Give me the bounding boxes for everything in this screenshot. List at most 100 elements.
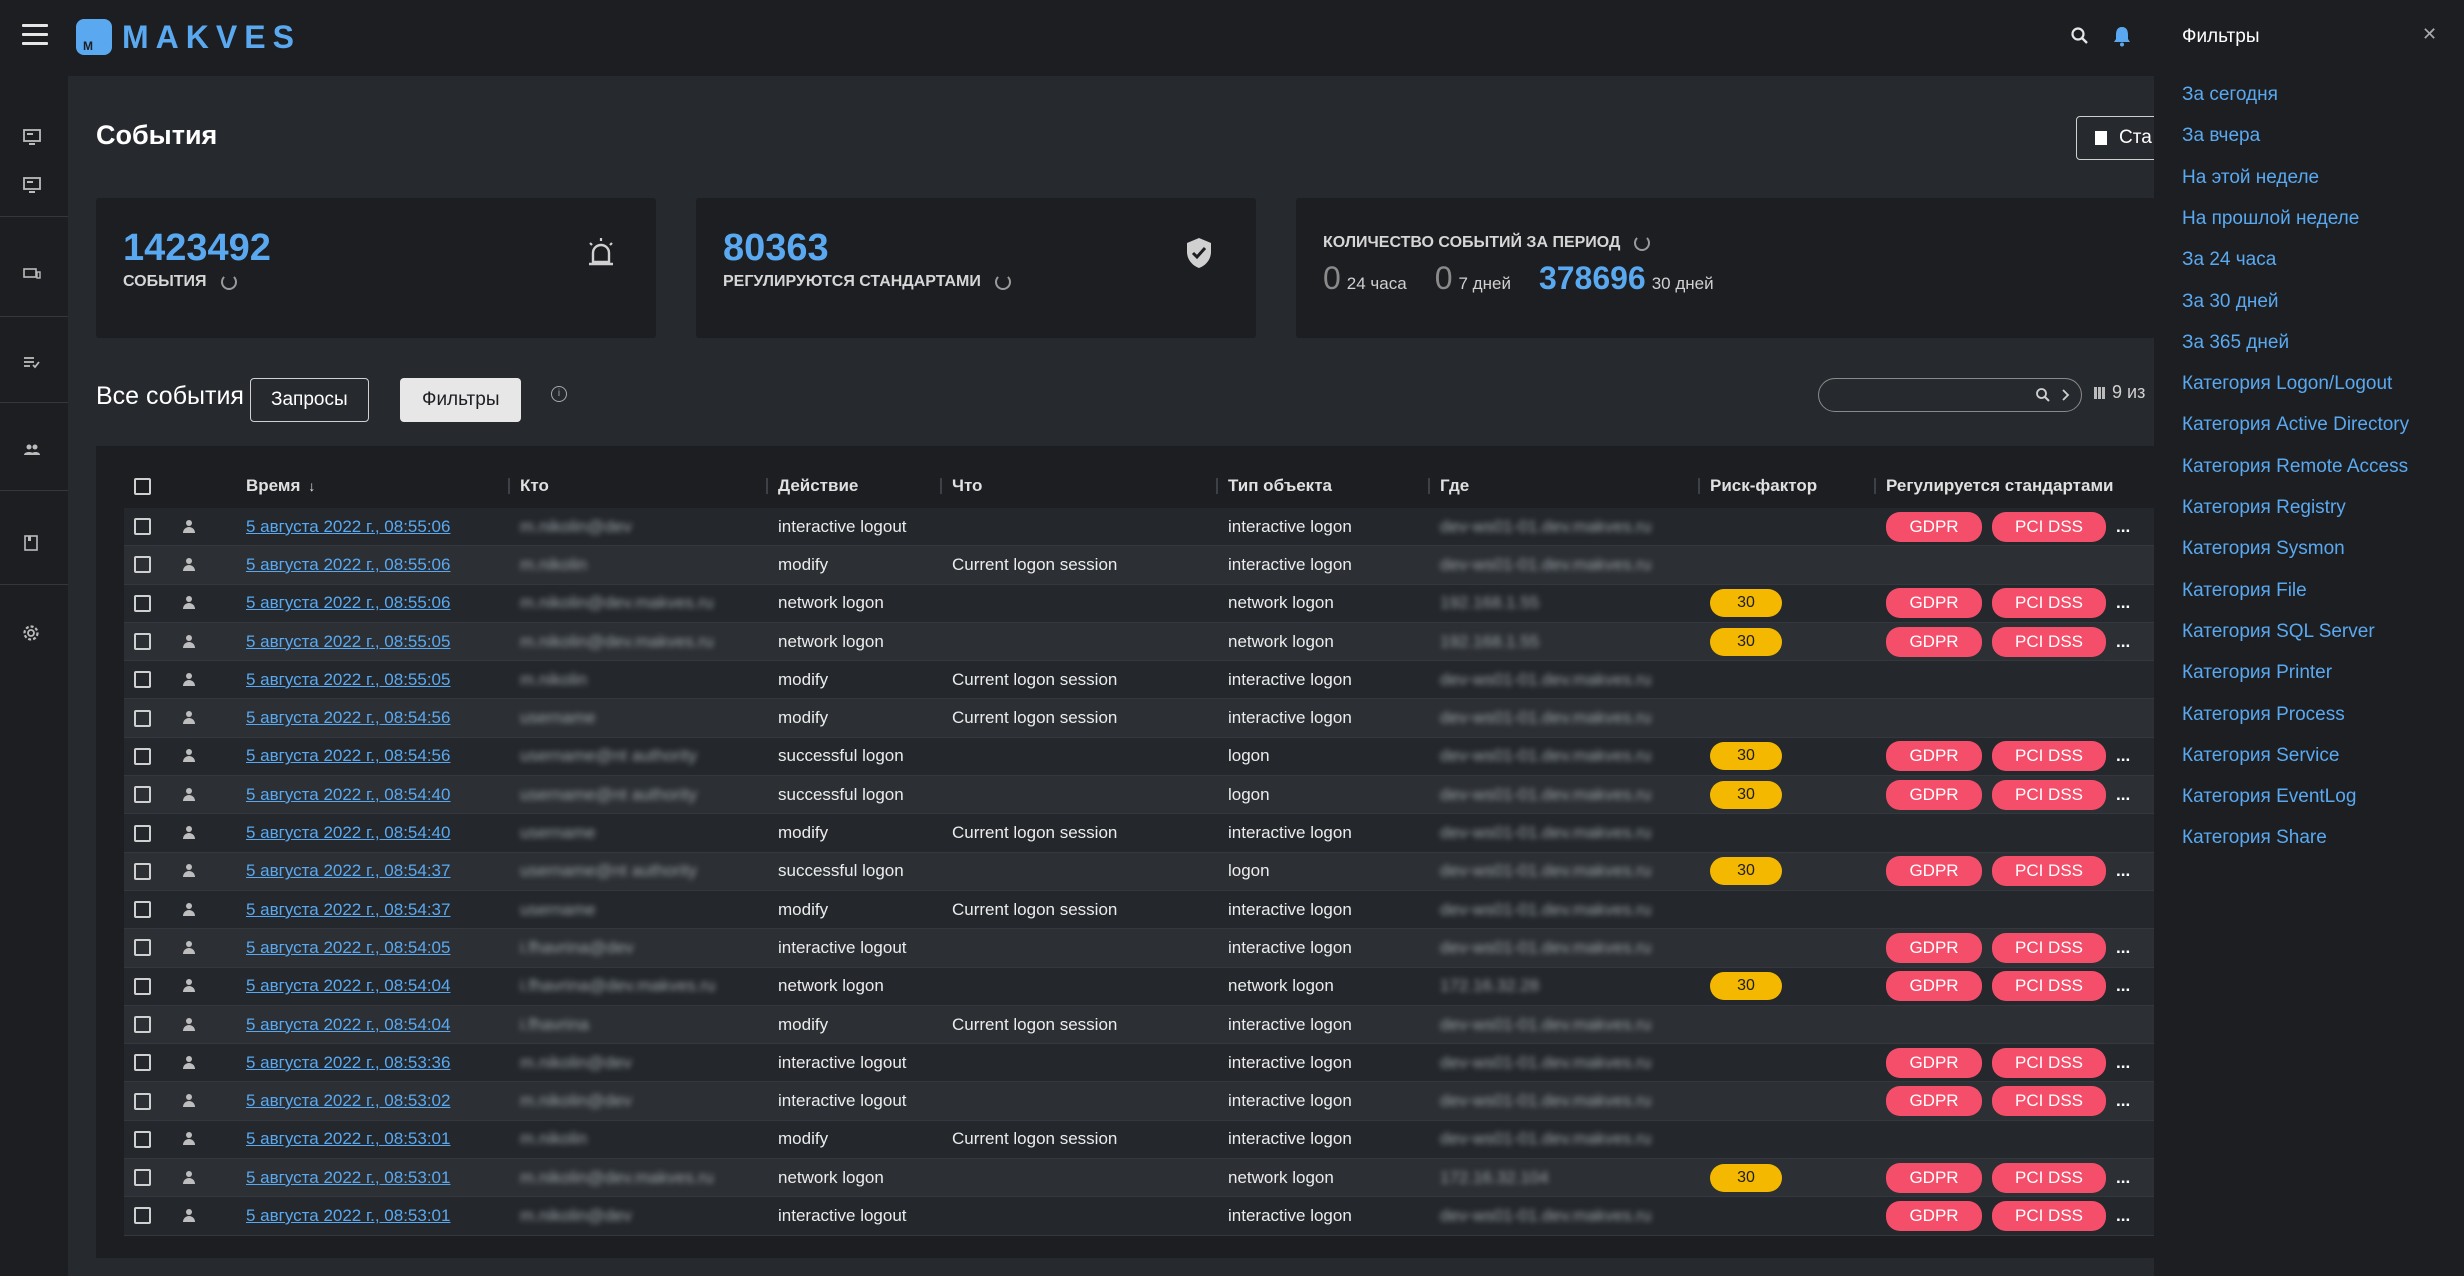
gdpr-badge[interactable]: GDPR <box>1886 511 1982 542</box>
pci-dss-badge[interactable]: PCI DSS <box>1992 971 2106 1002</box>
gdpr-badge[interactable]: GDPR <box>1886 856 1982 887</box>
filter-item[interactable]: Категория File <box>2182 579 2307 601</box>
gear-icon[interactable] <box>22 624 46 648</box>
pci-dss-badge[interactable]: PCI DSS <box>1992 511 2106 542</box>
pci-dss-badge[interactable]: PCI DSS <box>1992 1162 2106 1193</box>
columns-info[interactable]: 9 из <box>2094 382 2145 403</box>
filter-item[interactable]: Категория Remote Access <box>2182 455 2409 477</box>
row-checkbox[interactable] <box>134 709 151 727</box>
search-input[interactable] <box>1831 383 2035 409</box>
filter-item[interactable]: За 365 дней <box>2182 331 2290 353</box>
table-row[interactable]: 5 августа 2022 г., 08:55:05 m.nikolin@dev… <box>124 622 2154 662</box>
statistics-button[interactable]: Ста <box>2076 116 2196 160</box>
filter-item[interactable]: Категория EventLog <box>2182 786 2357 808</box>
pci-dss-badge[interactable]: PCI DSS <box>1992 856 2106 887</box>
refresh-icon[interactable] <box>220 274 237 290</box>
table-row[interactable]: 5 августа 2022 г., 08:54:04 i.fhavrina@de… <box>124 967 2154 1006</box>
refresh-icon[interactable] <box>1634 235 1651 251</box>
table-row[interactable]: 5 августа 2022 г., 08:53:01 m.nikolin modi… <box>124 1120 2154 1160</box>
row-checkbox[interactable] <box>134 977 151 995</box>
gdpr-badge[interactable]: GDPR <box>1886 779 1982 810</box>
table-row[interactable]: 5 августа 2022 г., 08:54:40 username@nt a… <box>124 776 2154 815</box>
column-header-where[interactable]: Где <box>1430 468 1700 504</box>
column-header-time[interactable]: Время ↓ <box>236 468 510 504</box>
logo[interactable]: MAKVES <box>76 19 301 55</box>
pci-dss-badge[interactable]: PCI DSS <box>1992 741 2106 772</box>
table-row[interactable]: 5 августа 2022 г., 08:55:06 m.nikolin modi… <box>124 546 2154 585</box>
pci-dss-badge[interactable]: PCI DSS <box>1992 932 2106 963</box>
event-time-link[interactable]: 5 августа 2022 г., 08:53:02 <box>246 1091 451 1111</box>
row-checkbox[interactable] <box>134 594 151 612</box>
pci-dss-badge[interactable]: PCI DSS <box>1992 588 2106 619</box>
close-icon[interactable]: ✕ <box>2422 24 2438 44</box>
filter-item[interactable]: Категория Service <box>2182 744 2340 766</box>
filter-item[interactable]: Категория Registry <box>2182 497 2346 518</box>
more-standards-icon[interactable]: ... <box>2116 784 2131 804</box>
monitor-icon[interactable] <box>22 128 46 152</box>
event-time-link[interactable]: 5 августа 2022 г., 08:55:06 <box>246 516 451 536</box>
more-standards-icon[interactable]: ... <box>2116 861 2131 881</box>
row-checkbox[interactable] <box>134 633 151 651</box>
sort-arrow-icon[interactable]: ↓ <box>308 478 316 494</box>
event-time-link[interactable]: 5 августа 2022 г., 08:53:36 <box>246 1052 451 1072</box>
refresh-icon[interactable] <box>994 274 1011 290</box>
more-standards-icon[interactable]: ... <box>2116 1205 2131 1225</box>
filter-item[interactable]: За 30 дней <box>2182 290 2279 312</box>
row-checkbox[interactable] <box>134 786 151 804</box>
gdpr-badge[interactable]: GDPR <box>1886 626 1982 657</box>
more-standards-icon[interactable]: ... <box>2116 937 2131 957</box>
row-checkbox[interactable] <box>134 518 151 536</box>
gdpr-badge[interactable]: GDPR <box>1886 741 1982 772</box>
column-header-who[interactable]: Кто <box>510 468 768 504</box>
filter-item[interactable]: Категория Sysmon <box>2182 538 2345 560</box>
table-row[interactable]: 5 августа 2022 г., 08:54:56 username@nt a… <box>124 737 2154 777</box>
row-checkbox[interactable] <box>134 556 151 574</box>
table-row[interactable]: 5 августа 2022 г., 08:54:37 username@nt a… <box>124 852 2154 891</box>
pci-dss-badge[interactable]: PCI DSS <box>1992 1200 2106 1231</box>
event-time-link[interactable]: 5 августа 2022 г., 08:53:01 <box>246 1129 451 1149</box>
filter-item[interactable]: Категория Active Directory <box>2182 414 2410 436</box>
users-icon[interactable] <box>22 442 46 466</box>
queries-button[interactable]: Запросы <box>250 378 369 422</box>
gdpr-badge[interactable]: GDPR <box>1886 1086 1982 1117</box>
event-time-link[interactable]: 5 августа 2022 г., 08:54:40 <box>246 823 451 843</box>
filters-button[interactable]: Фильтры <box>400 378 522 422</box>
table-row[interactable]: 5 августа 2022 г., 08:54:56 username modif… <box>124 699 2154 738</box>
search-icon[interactable] <box>2035 387 2051 403</box>
filter-item[interactable]: Категория Printer <box>2182 662 2333 684</box>
more-standards-icon[interactable]: ... <box>2116 516 2131 536</box>
event-time-link[interactable]: 5 августа 2022 г., 08:54:37 <box>246 899 451 919</box>
row-checkbox[interactable] <box>134 939 151 957</box>
table-row[interactable]: 5 августа 2022 г., 08:55:05 m.nikolin modi… <box>124 661 2154 700</box>
filter-item[interactable]: Категория SQL Server <box>2182 620 2375 642</box>
pci-dss-badge[interactable]: PCI DSS <box>1992 1047 2106 1078</box>
filter-item[interactable]: За сегодня <box>2182 84 2278 105</box>
event-time-link[interactable]: 5 августа 2022 г., 08:53:01 <box>246 1205 451 1225</box>
gdpr-badge[interactable]: GDPR <box>1886 971 1982 1002</box>
table-row[interactable]: 5 августа 2022 г., 08:53:36 m.nikolin@dev… <box>124 1044 2154 1083</box>
filter-item[interactable]: Категория Logon/Logout <box>2182 373 2393 395</box>
row-checkbox[interactable] <box>134 1169 151 1187</box>
more-standards-icon[interactable]: ... <box>2116 1052 2131 1072</box>
row-checkbox[interactable] <box>134 1130 151 1148</box>
gdpr-badge[interactable]: GDPR <box>1886 1200 1982 1231</box>
table-row[interactable]: 5 августа 2022 г., 08:54:40 username modif… <box>124 814 2154 853</box>
more-standards-icon[interactable]: ... <box>2116 746 2131 766</box>
row-checkbox[interactable] <box>134 824 151 842</box>
event-time-link[interactable]: 5 августа 2022 г., 08:54:56 <box>246 746 451 766</box>
table-row[interactable]: 5 августа 2022 г., 08:54:04 i.fhavrina mod… <box>124 1005 2154 1045</box>
column-header-risk[interactable]: Риск-фактор <box>1700 468 1876 504</box>
checklist-icon[interactable] <box>22 354 46 378</box>
chevron-right-icon[interactable] <box>2061 388 2071 402</box>
pci-dss-badge[interactable]: PCI DSS <box>1992 1086 2106 1117</box>
filter-item[interactable]: На прошлой неделе <box>2182 207 2360 229</box>
event-time-link[interactable]: 5 августа 2022 г., 08:54:04 <box>246 1014 451 1034</box>
row-checkbox[interactable] <box>134 901 151 919</box>
table-row[interactable]: 5 августа 2022 г., 08:54:37 username modif… <box>124 890 2154 930</box>
table-row[interactable]: 5 августа 2022 г., 08:54:05 i.fhavrina@de… <box>124 929 2154 968</box>
row-checkbox[interactable] <box>134 747 151 765</box>
table-row[interactable]: 5 августа 2022 г., 08:53:01 m.nikolin@dev… <box>124 1197 2154 1236</box>
pci-dss-badge[interactable]: PCI DSS <box>1992 626 2106 657</box>
user-column-header[interactable] <box>172 468 236 504</box>
table-row[interactable]: 5 августа 2022 г., 08:53:01 m.nikolin@dev… <box>124 1159 2154 1198</box>
